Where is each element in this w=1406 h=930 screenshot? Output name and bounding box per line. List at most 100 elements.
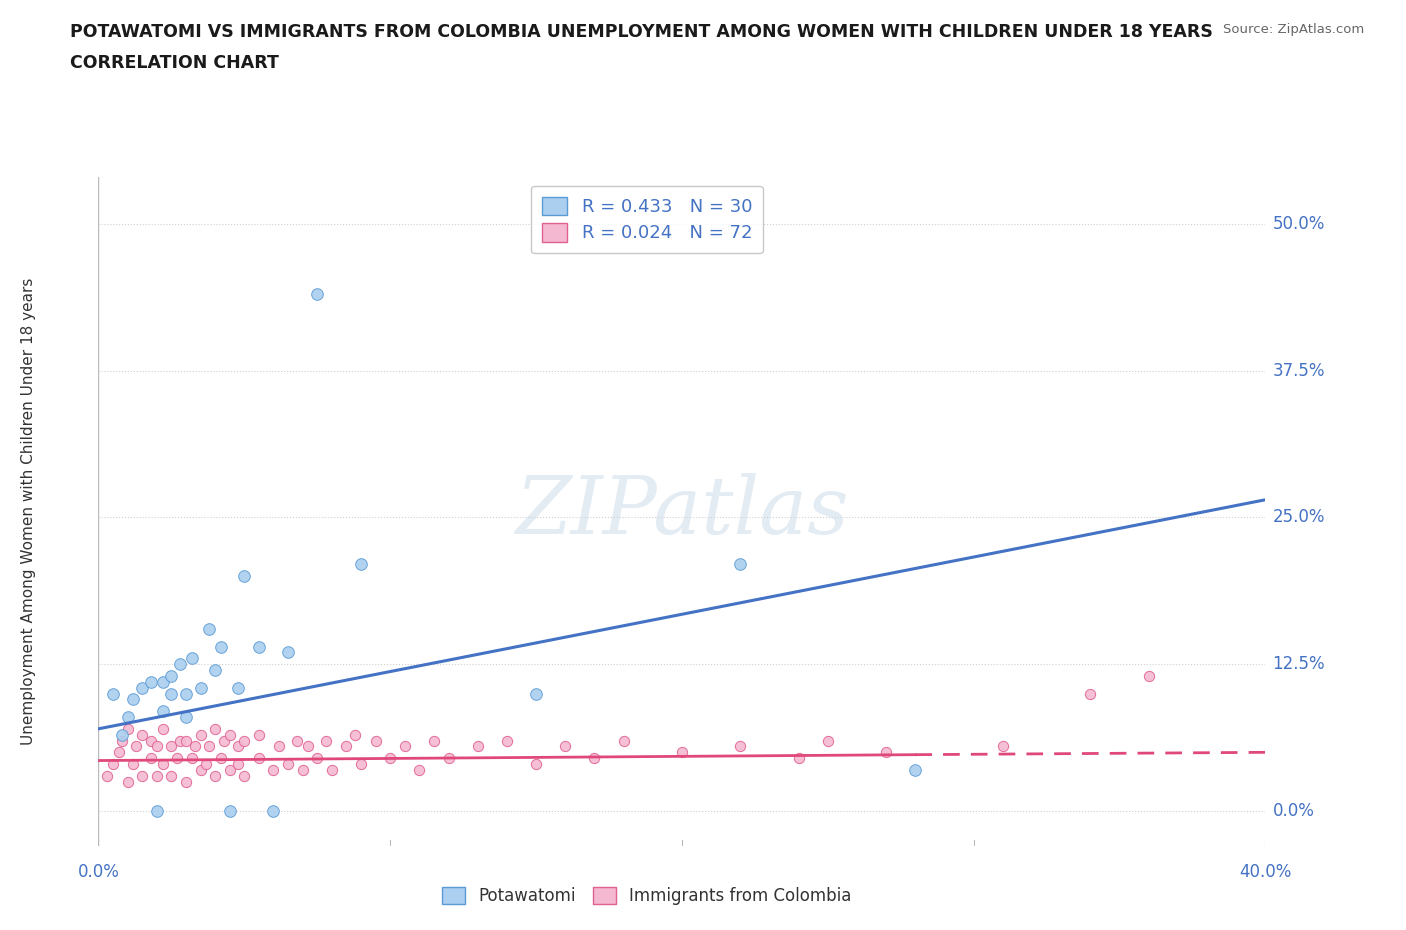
Text: Unemployment Among Women with Children Under 18 years: Unemployment Among Women with Children U… xyxy=(21,278,35,745)
Text: 50.0%: 50.0% xyxy=(1272,215,1324,232)
Point xyxy=(152,722,174,737)
Point xyxy=(247,751,270,765)
Point xyxy=(904,763,927,777)
Point xyxy=(233,768,256,783)
Point xyxy=(218,727,240,742)
Point xyxy=(198,739,221,754)
Point xyxy=(247,639,270,654)
Point xyxy=(408,763,430,777)
Point xyxy=(101,757,124,772)
Point xyxy=(437,751,460,765)
Point xyxy=(554,739,576,754)
Point xyxy=(212,733,235,748)
Text: POTAWATOMI VS IMMIGRANTS FROM COLOMBIA UNEMPLOYMENT AMONG WOMEN WITH CHILDREN UN: POTAWATOMI VS IMMIGRANTS FROM COLOMBIA U… xyxy=(70,23,1213,41)
Text: 0.0%: 0.0% xyxy=(1272,802,1315,820)
Point xyxy=(190,680,212,695)
Point xyxy=(152,704,174,719)
Point xyxy=(307,751,329,765)
Point xyxy=(204,768,226,783)
Point xyxy=(160,669,183,684)
Point xyxy=(350,557,373,572)
Text: Source: ZipAtlas.com: Source: ZipAtlas.com xyxy=(1223,23,1364,36)
Point xyxy=(180,751,202,765)
Point xyxy=(467,739,489,754)
Point xyxy=(152,674,174,689)
Point xyxy=(180,651,202,666)
Point xyxy=(291,763,314,777)
Point xyxy=(335,739,357,754)
Point xyxy=(262,763,284,777)
Point xyxy=(139,733,162,748)
Point xyxy=(209,751,232,765)
Point xyxy=(277,645,299,660)
Point xyxy=(125,739,148,754)
Point xyxy=(344,727,367,742)
Point xyxy=(1137,669,1160,684)
Point xyxy=(495,733,517,748)
Point xyxy=(152,757,174,772)
Point xyxy=(218,804,240,818)
Point xyxy=(131,680,153,695)
Point xyxy=(146,768,169,783)
Point xyxy=(139,751,162,765)
Point xyxy=(524,686,547,701)
Point xyxy=(583,751,606,765)
Point xyxy=(131,727,153,742)
Point xyxy=(297,739,319,754)
Point xyxy=(269,739,291,754)
Point xyxy=(101,686,124,701)
Point xyxy=(174,733,197,748)
Point xyxy=(321,763,343,777)
Point xyxy=(875,745,897,760)
Point xyxy=(122,757,145,772)
Point xyxy=(160,768,183,783)
Point xyxy=(139,674,162,689)
Text: 25.0%: 25.0% xyxy=(1272,509,1324,526)
Point xyxy=(350,757,373,772)
Point xyxy=(233,568,256,583)
Point xyxy=(423,733,446,748)
Point xyxy=(174,775,197,790)
Point xyxy=(233,733,256,748)
Point xyxy=(198,621,221,636)
Point xyxy=(228,739,250,754)
Point xyxy=(174,686,197,701)
Point xyxy=(307,286,329,301)
Point xyxy=(117,775,139,790)
Point xyxy=(160,739,183,754)
Point xyxy=(183,739,205,754)
Point xyxy=(111,727,134,742)
Point xyxy=(671,745,693,760)
Point xyxy=(209,639,232,654)
Text: CORRELATION CHART: CORRELATION CHART xyxy=(70,54,280,72)
Point xyxy=(817,733,839,748)
Point xyxy=(96,768,118,783)
Point xyxy=(204,663,226,678)
Text: 40.0%: 40.0% xyxy=(1239,863,1292,881)
Point xyxy=(190,727,212,742)
Text: 12.5%: 12.5% xyxy=(1272,656,1324,673)
Point xyxy=(728,739,751,754)
Point xyxy=(169,733,191,748)
Point xyxy=(195,757,218,772)
Point xyxy=(315,733,337,748)
Point xyxy=(378,751,402,765)
Point xyxy=(247,727,270,742)
Text: ZIPatlas: ZIPatlas xyxy=(515,472,849,551)
Point xyxy=(146,739,169,754)
Point xyxy=(190,763,212,777)
Point xyxy=(160,686,183,701)
Point xyxy=(169,657,191,671)
Text: 37.5%: 37.5% xyxy=(1272,362,1324,379)
Point xyxy=(111,733,134,748)
Point xyxy=(204,722,226,737)
Point xyxy=(285,733,308,748)
Point xyxy=(166,751,188,765)
Point xyxy=(228,680,250,695)
Point xyxy=(117,710,139,724)
Point xyxy=(122,692,145,707)
Point xyxy=(364,733,387,748)
Text: 0.0%: 0.0% xyxy=(77,863,120,881)
Point xyxy=(131,768,153,783)
Point xyxy=(262,804,284,818)
